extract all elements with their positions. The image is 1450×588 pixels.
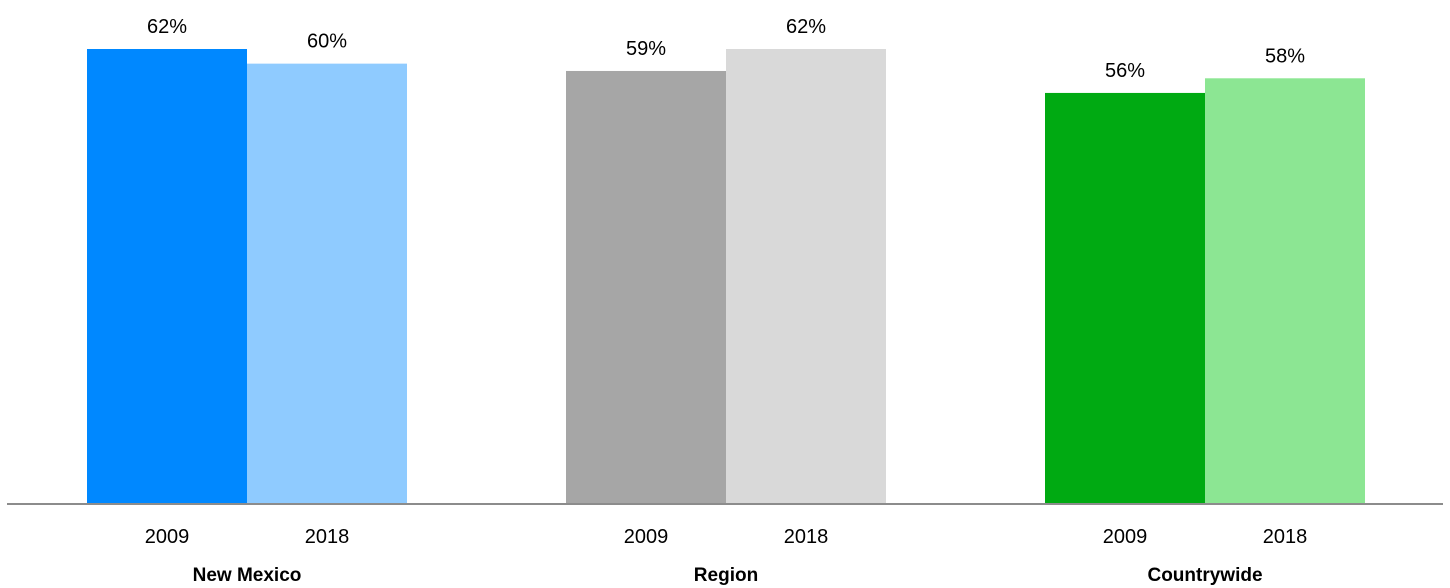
bar-new-mexico-2009 — [87, 49, 247, 503]
bars-layer — [87, 49, 1365, 503]
x-tick-label-countrywide-2009: 2009 — [1103, 526, 1148, 548]
bar-new-mexico-2018 — [247, 64, 407, 503]
value-label-countrywide-2009: 56% — [1105, 60, 1145, 82]
value-label-new-mexico-2009: 62% — [147, 16, 187, 38]
value-label-region-2018: 62% — [786, 16, 826, 38]
x-tick-label-countrywide-2018: 2018 — [1263, 526, 1308, 548]
value-label-countrywide-2018: 58% — [1265, 45, 1305, 67]
group-label-new-mexico: New Mexico — [193, 565, 302, 586]
x-tick-label-region-2018: 2018 — [784, 526, 829, 548]
value-label-region-2009: 59% — [626, 38, 666, 60]
group-label-countrywide: Countrywide — [1147, 565, 1262, 586]
x-tick-label-new-mexico-2009: 2009 — [145, 526, 190, 548]
value-label-new-mexico-2018: 60% — [307, 31, 347, 53]
bar-region-2009 — [566, 71, 726, 503]
bar-region-2018 — [726, 49, 886, 503]
x-tick-label-region-2009: 2009 — [624, 526, 669, 548]
bar-countrywide-2009 — [1045, 93, 1205, 503]
bar-countrywide-2018 — [1205, 78, 1365, 503]
group-label-region: Region — [694, 565, 758, 586]
x-tick-label-new-mexico-2018: 2018 — [305, 526, 350, 548]
